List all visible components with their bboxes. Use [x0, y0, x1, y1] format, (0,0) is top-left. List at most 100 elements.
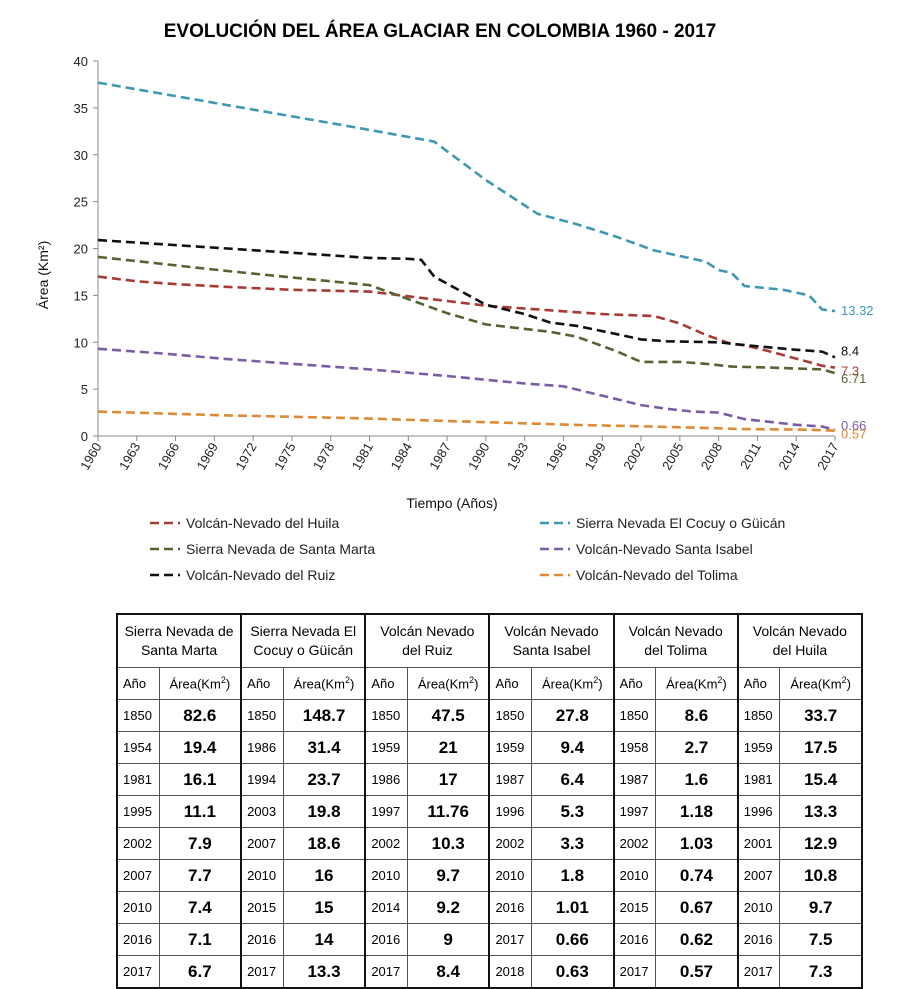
area-value-cell: 9.4 [530, 731, 615, 764]
table-group-header: Volcán Nevado Santa Isabel [488, 613, 615, 668]
year-cell: 1850 [364, 699, 408, 732]
year-cell: 2007 [116, 859, 160, 892]
x-tick-label: 1981 [349, 440, 376, 473]
year-cell: 1997 [364, 795, 408, 828]
x-tick-label: 2008 [698, 440, 725, 473]
area-header-close: ) [225, 676, 231, 692]
area-value-cell: 1.18 [655, 795, 739, 828]
area-value-cell: 0.57 [655, 955, 739, 989]
x-tick-label: 1996 [543, 440, 570, 473]
area-value-cell: 2.7 [655, 731, 739, 764]
chart-title: EVOLUCIÓN DEL ÁREA GLACIAR EN COLOMBIA 1… [164, 20, 717, 42]
year-cell: 2015 [240, 891, 284, 924]
x-tick-label: 1993 [504, 440, 531, 473]
year-cell: 1994 [240, 763, 284, 796]
x-tick-label: 1984 [387, 440, 414, 473]
table-group-header: Volcán Nevado del Ruiz [364, 613, 490, 668]
area-header-text: Área(Km [541, 676, 594, 692]
area-value-cell: 15 [282, 891, 366, 924]
area-value-cell: 17.5 [779, 731, 863, 764]
year-cell: 1995 [116, 795, 160, 828]
area-value-cell: 19.4 [158, 731, 242, 764]
y-tick-label: 20 [74, 242, 88, 257]
area-value-cell: 6.4 [530, 763, 615, 796]
year-cell: 1959 [736, 731, 781, 764]
table-body: 1850 82.6 1850 148.7 1850 47.5 1850 27.8 1850 8.6… [116, 699, 863, 989]
group-name-line: Volcán Nevado [504, 623, 599, 639]
year-column-header: Año [116, 667, 160, 700]
series-layer [97, 81, 836, 432]
area-header-sup: 2 [593, 675, 599, 686]
glacier-area-table: Sierra Nevada de Santa Marta Sierra Nevada… [116, 613, 863, 989]
year-cell: 2001 [736, 827, 781, 860]
year-cell: 2017 [364, 955, 408, 989]
x-tick-label: 1972 [232, 440, 259, 473]
x-tick-label: 2017 [814, 440, 841, 473]
x-tick-label: 2005 [659, 440, 686, 473]
series-line-2 [97, 81, 836, 313]
area-header-close: ) [722, 676, 727, 692]
group-name-line: Santa Marta [140, 642, 218, 658]
series-end-label: 13.32 [841, 303, 874, 318]
area-header-close: ) [349, 676, 355, 692]
series-end-label: 0.66 [841, 418, 866, 433]
group-name-line: Volcán Nevado [628, 623, 723, 639]
y-tick-label: 0 [81, 429, 88, 444]
area-column-header: Área(Km2) [282, 667, 366, 700]
year-cell: 1850 [612, 699, 657, 732]
area-value-cell: 21 [406, 731, 490, 764]
group-name-line: del Tolima [644, 642, 708, 658]
year-cell: 1850 [116, 699, 160, 732]
area-value-cell: 6.7 [158, 955, 242, 989]
area-value-cell: 7.7 [158, 859, 242, 892]
glacier-area-chart: EVOLUCIÓN DEL ÁREA GLACIAR EN COLOMBIA 1… [35, 20, 874, 583]
area-value-cell: 0.74 [655, 859, 739, 892]
area-column-header: Área(Km2) [779, 667, 863, 700]
area-header-close: ) [846, 676, 851, 692]
area-value-cell: 10.3 [406, 827, 490, 860]
year-cell: 1981 [736, 763, 781, 796]
year-column-header: Año [364, 667, 408, 700]
area-header-sup: 2 [841, 675, 847, 686]
series-line-4 [97, 347, 836, 432]
area-header-text: Área(Km [417, 676, 470, 692]
area-value-cell: 11.76 [406, 795, 490, 828]
year-cell: 1850 [488, 699, 533, 732]
area-value-cell: 11.1 [158, 795, 242, 828]
area-header-text: Área(Km [790, 676, 842, 692]
y-tick-label: 10 [74, 335, 88, 350]
series-line-3 [97, 255, 836, 375]
y-tick-label: 15 [74, 288, 88, 303]
year-column-header: Año [240, 667, 284, 700]
group-name-line: Sierra Nevada de [124, 623, 234, 639]
area-value-cell: 9.7 [406, 859, 490, 892]
table-row: 1995 11.1 2003 19.8 1997 11.76 1996 5.3 1997 1.18… [116, 795, 863, 828]
year-column-header: Año [612, 667, 657, 700]
x-tick-label: 1999 [581, 440, 608, 473]
area-value-cell: 9.7 [779, 891, 863, 924]
area-header-text: Área(Km [666, 676, 718, 692]
year-cell: 2002 [116, 827, 160, 860]
x-tick-label: 1975 [271, 440, 298, 473]
year-cell: 2002 [364, 827, 408, 860]
year-cell: 2014 [364, 891, 408, 924]
y-tick-label: 5 [81, 382, 88, 397]
year-cell: 1987 [612, 763, 657, 796]
area-header-text: Área(Km [169, 676, 221, 692]
area-value-cell: 1.03 [655, 827, 739, 860]
year-cell: 1997 [612, 795, 657, 828]
year-cell: 1981 [116, 763, 160, 796]
area-value-cell: 9.2 [406, 891, 490, 924]
x-tick-label: 1960 [77, 440, 104, 473]
y-tick-label: 35 [74, 101, 88, 116]
series-line-6 [97, 410, 836, 432]
year-cell: 2015 [612, 891, 657, 924]
area-value-cell: 33.7 [779, 699, 863, 732]
table-group-header: Volcán Nevado del Huila [736, 613, 863, 668]
year-column-header: Año [736, 667, 781, 700]
year-cell: 2010 [612, 859, 657, 892]
area-value-cell: 7.3 [779, 955, 863, 989]
year-cell: 1958 [612, 731, 657, 764]
group-name-line: Volcán Nevado [752, 623, 847, 639]
table-row: 2017 6.7 2017 13.3 2017 8.4 2018 0.63 2017 0.57 20… [116, 955, 863, 989]
